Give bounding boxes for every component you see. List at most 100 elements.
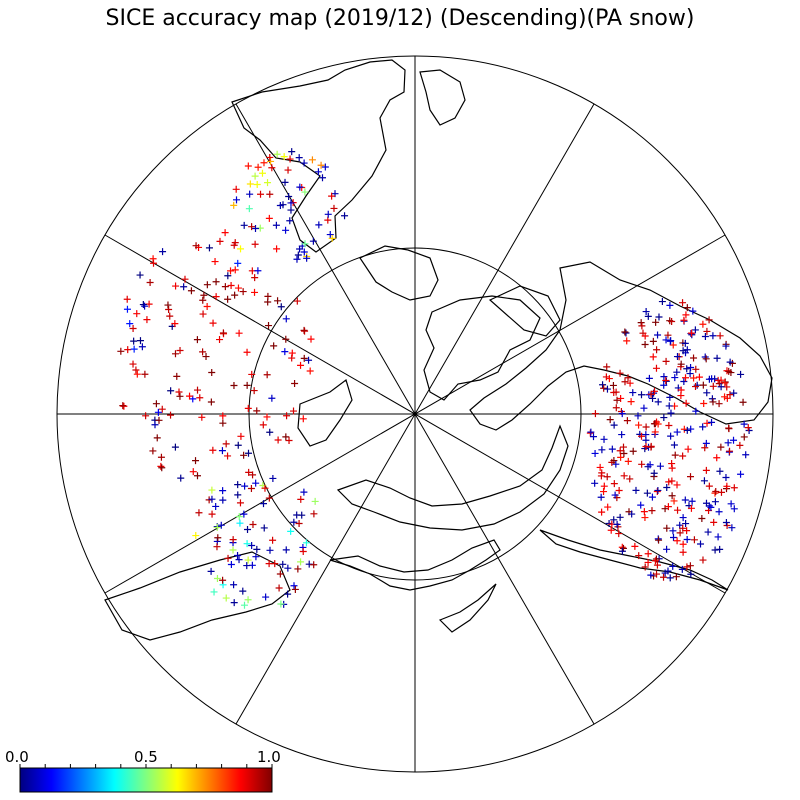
accuracy-marker [658, 298, 666, 306]
accuracy-marker [173, 372, 181, 380]
accuracy-marker [235, 556, 243, 564]
accuracy-marker [615, 486, 623, 494]
accuracy-marker [671, 451, 679, 459]
accuracy-marker [678, 565, 686, 573]
accuracy-marker [682, 374, 690, 382]
accuracy-marker [318, 174, 326, 182]
accuracy-marker [700, 477, 708, 485]
accuracy-marker [677, 360, 685, 368]
accuracy-marker [711, 498, 719, 506]
accuracy-marker [651, 387, 659, 395]
accuracy-marker [199, 296, 207, 304]
accuracy-marker [740, 433, 748, 441]
accuracy-marker [660, 414, 668, 422]
accuracy-marker [654, 486, 662, 494]
accuracy-marker [284, 590, 292, 598]
accuracy-marker [637, 432, 645, 440]
accuracy-marker [287, 206, 295, 214]
accuracy-marker [306, 367, 314, 375]
accuracy-marker [683, 536, 691, 544]
accuracy-marker [219, 329, 227, 337]
accuracy-marker [305, 560, 313, 568]
accuracy-marker [683, 346, 691, 354]
accuracy-marker [635, 421, 643, 429]
accuracy-marker [200, 291, 208, 299]
accuracy-marker [702, 499, 710, 507]
accuracy-marker [683, 563, 691, 571]
accuracy-marker [252, 224, 260, 232]
accuracy-marker [301, 188, 309, 196]
coastline-segment [336, 424, 569, 531]
accuracy-marker [117, 347, 125, 355]
accuracy-marker [293, 255, 301, 263]
accuracy-marker [660, 381, 668, 389]
accuracy-marker [682, 520, 690, 528]
accuracy-marker [682, 399, 690, 407]
accuracy-marker [279, 560, 287, 568]
accuracy-marker [662, 376, 670, 384]
accuracy-marker [602, 373, 610, 381]
accuracy-marker [224, 272, 232, 280]
accuracy-marker [726, 447, 734, 455]
accuracy-marker [176, 392, 184, 400]
accuracy-marker [260, 524, 268, 532]
accuracy-marker [196, 394, 204, 402]
accuracy-marker [234, 552, 242, 560]
accuracy-marker [166, 312, 174, 320]
accuracy-marker [194, 386, 202, 394]
accuracy-marker [610, 421, 618, 429]
accuracy-marker [208, 369, 216, 377]
accuracy-marker [141, 370, 149, 378]
accuracy-marker [218, 447, 226, 455]
accuracy-marker [712, 488, 720, 496]
accuracy-marker [281, 178, 289, 186]
accuracy-marker [283, 412, 291, 420]
accuracy-marker [673, 428, 681, 436]
accuracy-marker [591, 479, 599, 487]
accuracy-marker [717, 383, 725, 391]
accuracy-marker [730, 484, 738, 492]
accuracy-marker [637, 319, 645, 327]
accuracy-marker [208, 486, 216, 494]
accuracy-marker [260, 159, 268, 167]
accuracy-marker [711, 546, 719, 554]
accuracy-marker [653, 570, 661, 578]
accuracy-marker [119, 402, 127, 410]
accuracy-marker [618, 431, 626, 439]
accuracy-marker [653, 561, 661, 569]
accuracy-marker [187, 287, 195, 295]
accuracy-marker [303, 254, 311, 262]
accuracy-marker [263, 413, 271, 421]
accuracy-marker [314, 168, 322, 176]
accuracy-marker [660, 573, 668, 581]
coastline-segment [104, 551, 291, 641]
accuracy-marker [742, 451, 750, 459]
accuracy-marker [687, 504, 695, 512]
accuracy-marker [129, 360, 137, 368]
accuracy-marker [674, 506, 682, 514]
accuracy-marker [726, 391, 734, 399]
accuracy-marker [253, 407, 261, 415]
accuracy-marker [244, 404, 252, 412]
accuracy-marker [660, 373, 668, 381]
accuracy-marker [681, 339, 689, 347]
accuracy-marker [649, 337, 657, 345]
accuracy-marker [714, 533, 722, 541]
accuracy-marker [618, 547, 626, 555]
accuracy-marker [620, 450, 628, 458]
accuracy-marker [240, 601, 248, 609]
accuracy-marker [213, 575, 221, 583]
accuracy-marker [126, 320, 134, 328]
accuracy-marker [641, 340, 649, 348]
accuracy-marker [713, 354, 721, 362]
accuracy-marker [310, 561, 318, 569]
accuracy-marker [143, 316, 151, 324]
accuracy-marker [687, 473, 695, 481]
accuracy-marker [245, 205, 253, 213]
accuracy-marker [693, 381, 701, 389]
accuracy-marker [310, 510, 318, 518]
accuracy-marker [616, 513, 624, 521]
accuracy-marker [591, 449, 599, 457]
accuracy-marker [291, 585, 299, 593]
accuracy-marker [612, 388, 620, 396]
